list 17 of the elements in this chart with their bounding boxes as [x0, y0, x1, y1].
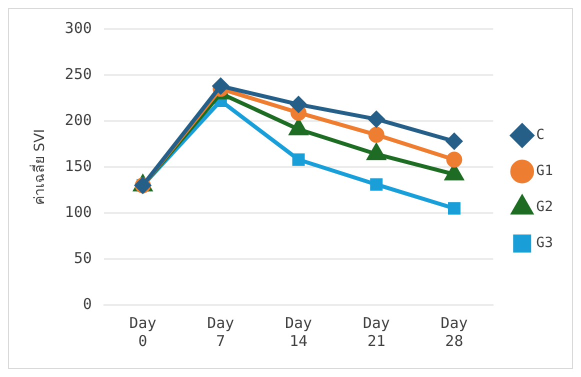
legend-label: G1	[536, 163, 553, 180]
y-tick-label: 150	[64, 156, 92, 175]
y-tick-label: 250	[64, 64, 92, 83]
legend-label: G3	[536, 235, 553, 252]
legend-label: C	[536, 127, 545, 144]
x-tick-label: Day 28	[440, 314, 468, 350]
legend-label: G2	[536, 199, 553, 216]
x-tick-label: Day 21	[362, 314, 390, 350]
y-tick-label: 200	[64, 110, 92, 129]
x-tick-label: Day 14	[284, 314, 312, 350]
y-tick-label: 300	[64, 18, 92, 37]
y-axis-title: ค่าเฉลี่ย SVI	[30, 128, 48, 206]
x-tick-label: Day 7	[207, 314, 234, 350]
y-tick-label: 0	[82, 294, 92, 313]
y-tick-label: 50	[74, 248, 92, 267]
x-tick-label: Day 0	[129, 314, 156, 350]
y-tick-label: 100	[64, 202, 92, 221]
